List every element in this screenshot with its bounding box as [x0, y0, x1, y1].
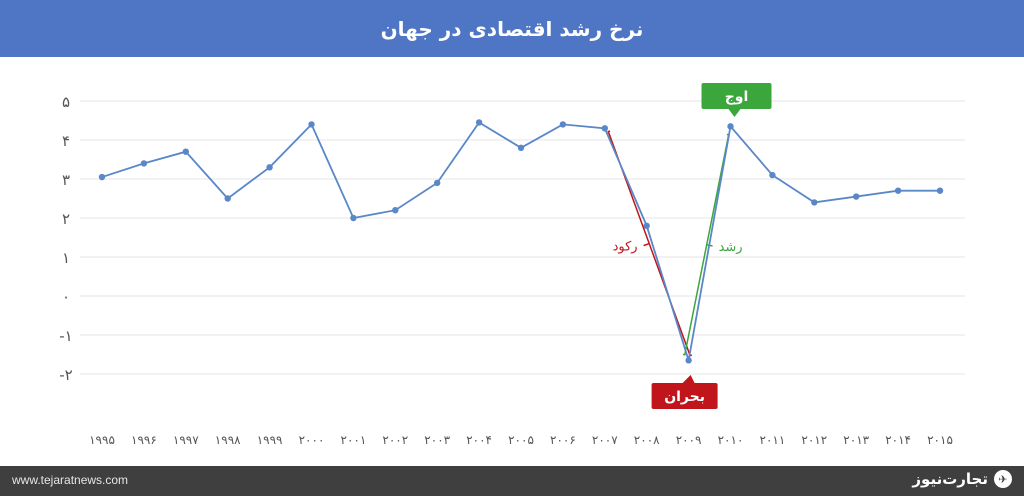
site-url[interactable]: www.tejaratnews.com	[12, 473, 129, 487]
grid-lines	[80, 100, 965, 375]
footer-bar: www.tejaratnews.com ✈ تجارت‌نیوز	[0, 466, 1024, 496]
y-tick-label: ۵	[62, 93, 70, 111]
data-point	[98, 173, 106, 181]
data-point	[434, 179, 441, 187]
series-path	[101, 121, 940, 361]
x-tick-label: ۲۰۱۴	[885, 433, 911, 447]
x-tick-label: ۲۰۰۰	[299, 433, 325, 447]
y-tick-label: ۴	[62, 132, 70, 150]
x-tick-label: ۱۹۹۹	[257, 433, 283, 447]
x-tick-label: ۲۰۱۲	[801, 433, 827, 447]
x-tick-label: ۲۰۰۱	[341, 433, 367, 447]
data-point	[853, 193, 860, 200]
x-tick-label: ۱۹۹۶	[131, 433, 157, 447]
data-point	[140, 160, 148, 167]
x-tick-label: ۲۰۰۳	[424, 433, 450, 447]
data-point	[559, 121, 567, 128]
x-tick-label: ۲۰۱۵	[927, 433, 953, 447]
y-tick-label: -۱	[59, 327, 72, 345]
growth-label: رشد	[719, 240, 743, 255]
x-tick-label: ۲۰۰۶	[550, 433, 576, 447]
data-point	[392, 207, 399, 214]
peak-callout-pointer	[728, 109, 741, 117]
peak-callout-box	[701, 83, 772, 109]
data-point	[811, 199, 818, 206]
line-chart: ۵ ۴ ۳ ۲ ۱ ۰ -۱ -۲ ۱۹۹۵ ۱۹۹۶ ۱۹۹۷ ۱۹۹۸ ۱۹۹۹ ۲۰۰۰ ۲۰۰۱ ۲…	[59, 83, 965, 447]
data-point	[643, 222, 650, 229]
x-tick-label: ۱۹۹۷	[173, 433, 199, 447]
x-tick-label: ۲۰۰۲	[382, 433, 408, 447]
x-axis-ticks: ۱۹۹۵ ۱۹۹۶ ۱۹۹۷ ۱۹۹۸ ۱۹۹۹ ۲۰۰۰ ۲۰۰۱ ۲۰۰۲ ۲۰۰۳ ۲۰۰۴…	[89, 433, 953, 447]
data-point	[685, 357, 692, 364]
y-tick-label: ۳	[62, 171, 70, 189]
data-point	[224, 195, 231, 202]
annotation-labels: رکود رشد اوج بحران	[613, 83, 772, 409]
y-tick-label: ۱	[62, 249, 70, 267]
data-point	[266, 164, 273, 171]
x-tick-label: ۲۰۱۰	[718, 433, 744, 447]
x-tick-label: ۲۰۰۷	[592, 433, 618, 447]
chart-title: نرخ رشد اقتصادی در جهان	[380, 16, 644, 41]
brand: ✈ تجارت‌نیوز	[912, 470, 1012, 488]
data-point	[350, 214, 357, 222]
brand-logo-icon: ✈	[994, 470, 1012, 488]
data-point	[769, 171, 776, 179]
data-point	[517, 144, 525, 151]
x-tick-label: ۱۹۹۵	[89, 433, 115, 447]
chart-header: نرخ رشد اقتصادی در جهان	[0, 0, 1024, 57]
data-point	[727, 123, 734, 130]
data-point	[894, 187, 902, 194]
crisis-label: بحران	[664, 389, 705, 405]
data-point	[601, 125, 608, 132]
x-tick-label: ۲۰۱۱	[760, 433, 786, 447]
y-tick-label: -۲	[59, 366, 72, 384]
x-tick-label: ۱۹۹۸	[215, 433, 241, 447]
data-point	[936, 187, 944, 194]
data-point	[308, 121, 315, 128]
brand-name: تجارت‌نیوز	[912, 470, 988, 488]
x-tick-label: ۲۰۱۳	[843, 433, 869, 447]
data-point	[475, 119, 483, 126]
x-tick-label: ۲۰۰۵	[508, 433, 534, 447]
peak-label: اوج	[725, 89, 749, 105]
recession-label: رکود	[613, 240, 638, 255]
y-axis-ticks: ۵ ۴ ۳ ۲ ۱ ۰ -۱ -۲	[59, 93, 72, 384]
data-point	[182, 148, 189, 155]
y-tick-label: ۲	[62, 210, 70, 228]
x-tick-label: ۲۰۰۸	[634, 433, 660, 447]
x-tick-label: ۲۰۰۴	[466, 433, 492, 447]
y-tick-label: ۰	[62, 288, 70, 306]
crisis-callout-pointer	[682, 375, 695, 383]
x-tick-label: ۲۰۰۹	[676, 433, 702, 447]
series-line	[98, 119, 944, 364]
crisis-callout-box	[651, 383, 718, 409]
